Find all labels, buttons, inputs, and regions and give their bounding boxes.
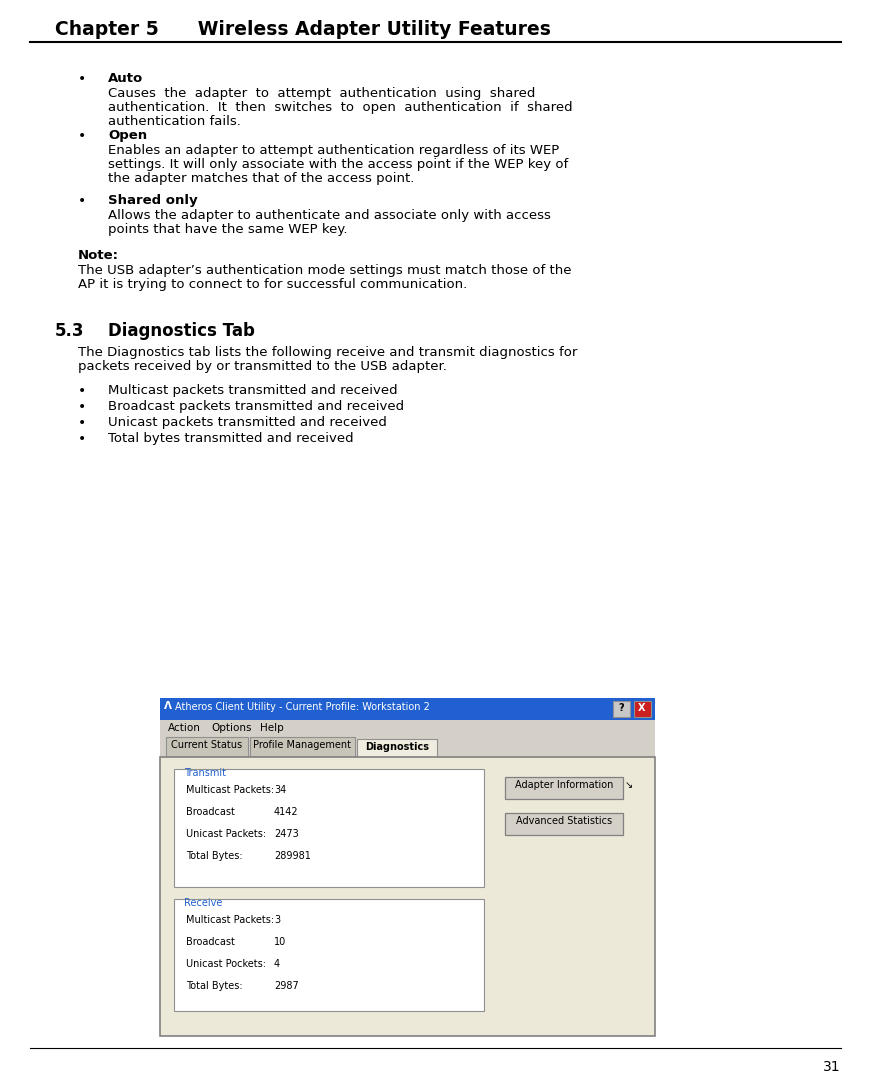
- Text: •: •: [78, 194, 86, 208]
- Text: X: X: [638, 703, 645, 713]
- Text: 4142: 4142: [274, 807, 299, 816]
- Bar: [160, 757, 655, 1036]
- Text: Total bytes transmitted and received: Total bytes transmitted and received: [108, 432, 354, 445]
- Text: points that have the same WEP key.: points that have the same WEP key.: [108, 222, 348, 237]
- Text: The USB adapter’s authentication mode settings must match those of the: The USB adapter’s authentication mode se…: [78, 264, 571, 276]
- Text: Advanced Statistics: Advanced Statistics: [516, 816, 612, 826]
- Text: Unicast packets transmitted and received: Unicast packets transmitted and received: [108, 416, 387, 429]
- Text: Adapter Information: Adapter Information: [515, 780, 613, 789]
- Text: authentication fails.: authentication fails.: [108, 114, 241, 129]
- Text: Diagnostics Tab: Diagnostics Tab: [108, 322, 255, 340]
- Text: •: •: [78, 416, 86, 430]
- Text: •: •: [78, 432, 86, 446]
- Text: authentication.  It  then  switches  to  open  authentication  if  shared: authentication. It then switches to open…: [108, 102, 572, 114]
- Text: Multicast Packets:: Multicast Packets:: [186, 785, 274, 795]
- Bar: [160, 720, 655, 737]
- Text: •: •: [78, 129, 86, 143]
- Text: Receive: Receive: [184, 897, 222, 908]
- Text: •: •: [78, 72, 86, 86]
- Text: Action: Action: [168, 723, 201, 733]
- Text: Total Bytes:: Total Bytes:: [186, 851, 243, 861]
- Text: Unicast Packets:: Unicast Packets:: [186, 829, 267, 839]
- Text: Broadcast: Broadcast: [186, 937, 235, 947]
- Text: Enables an adapter to attempt authentication regardless of its WEP: Enables an adapter to attempt authentica…: [108, 144, 559, 157]
- Text: 4: 4: [274, 959, 280, 969]
- Text: Causes  the  adapter  to  attempt  authentication  using  shared: Causes the adapter to attempt authentica…: [108, 87, 536, 100]
- Text: ?: ?: [618, 703, 624, 713]
- Bar: [613, 701, 630, 717]
- Text: 289981: 289981: [274, 851, 311, 861]
- Text: Total Bytes:: Total Bytes:: [186, 981, 243, 991]
- Text: 2473: 2473: [274, 829, 299, 839]
- Text: Multicast packets transmitted and received: Multicast packets transmitted and receiv…: [108, 384, 398, 397]
- Bar: [160, 737, 655, 757]
- Text: Transmit: Transmit: [184, 768, 226, 778]
- Text: packets received by or transmitted to the USB adapter.: packets received by or transmitted to th…: [78, 360, 447, 373]
- Bar: [250, 737, 355, 757]
- Bar: [505, 777, 623, 799]
- Text: Auto: Auto: [108, 72, 143, 85]
- Bar: [174, 899, 484, 1011]
- Text: settings. It will only associate with the access point if the WEP key of: settings. It will only associate with th…: [108, 158, 568, 171]
- Text: 2987: 2987: [274, 981, 299, 991]
- Text: Note:: Note:: [78, 249, 119, 262]
- Text: Current Status: Current Status: [172, 740, 242, 750]
- Text: Allows the adapter to authenticate and associate only with access: Allows the adapter to authenticate and a…: [108, 210, 550, 222]
- Text: Shared only: Shared only: [108, 194, 198, 207]
- Text: Atheros Client Utility - Current Profile: Workstation 2: Atheros Client Utility - Current Profile…: [175, 702, 430, 712]
- Text: Profile Management: Profile Management: [253, 740, 351, 750]
- Text: 31: 31: [823, 1059, 841, 1074]
- Text: Options: Options: [211, 723, 252, 733]
- Text: Open: Open: [108, 129, 147, 141]
- Bar: [160, 698, 655, 720]
- Bar: [174, 769, 484, 887]
- Text: 3: 3: [274, 915, 280, 924]
- Text: ↘: ↘: [625, 780, 633, 789]
- Bar: [357, 739, 437, 759]
- Text: •: •: [78, 384, 86, 399]
- Bar: [505, 813, 623, 835]
- Text: the adapter matches that of the access point.: the adapter matches that of the access p…: [108, 172, 415, 185]
- Text: Chapter 5      Wireless Adapter Utility Features: Chapter 5 Wireless Adapter Utility Featu…: [55, 21, 550, 39]
- Text: AP it is trying to connect to for successful communication.: AP it is trying to connect to for succes…: [78, 278, 467, 291]
- Text: Help: Help: [260, 723, 283, 733]
- Text: 34: 34: [274, 785, 287, 795]
- Text: Broadcast packets transmitted and received: Broadcast packets transmitted and receiv…: [108, 400, 404, 413]
- Text: Diagnostics: Diagnostics: [365, 742, 429, 752]
- Bar: [166, 737, 248, 757]
- Text: •: •: [78, 400, 86, 414]
- Text: The Diagnostics tab lists the following receive and transmit diagnostics for: The Diagnostics tab lists the following …: [78, 346, 577, 359]
- Text: 10: 10: [274, 937, 287, 947]
- Text: Multicast Packets:: Multicast Packets:: [186, 915, 274, 924]
- Text: Unicast Pockets:: Unicast Pockets:: [186, 959, 266, 969]
- Text: Broadcast: Broadcast: [186, 807, 235, 816]
- Text: Λ: Λ: [164, 701, 172, 711]
- Text: 5.3: 5.3: [55, 322, 84, 340]
- Bar: [634, 701, 651, 717]
